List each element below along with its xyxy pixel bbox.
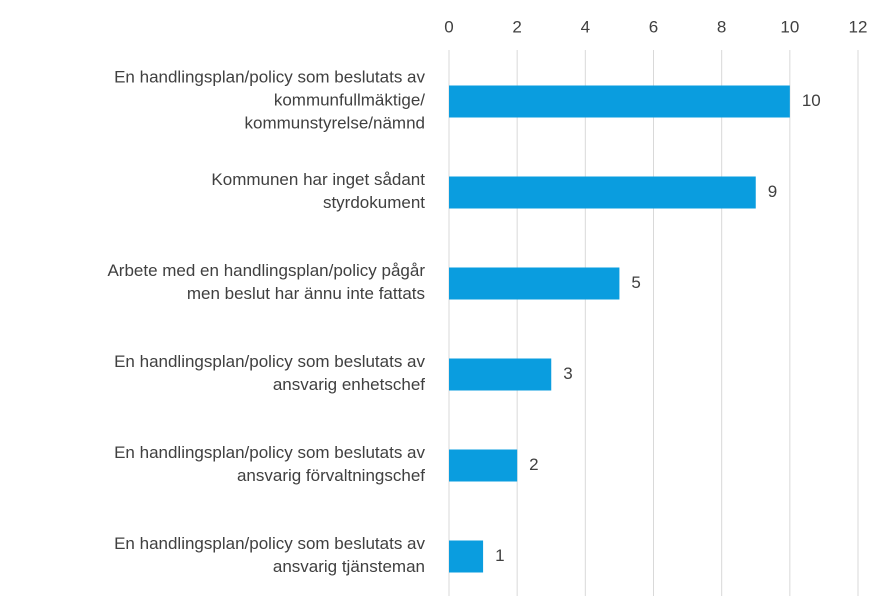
x-tick-label: 6 bbox=[649, 17, 658, 36]
bar bbox=[449, 267, 620, 300]
value-label: 9 bbox=[768, 182, 777, 201]
y-tick-label: En handlingsplan/policy som beslutats av… bbox=[114, 534, 425, 576]
x-tick-label: 4 bbox=[581, 17, 590, 36]
y-tick-label: En handlingsplan/policy som beslutats av… bbox=[114, 68, 425, 133]
x-tick-label: 0 bbox=[444, 17, 453, 36]
y-tick-label: Arbete med en handlingsplan/policy pågår… bbox=[107, 261, 425, 303]
bar bbox=[449, 176, 756, 209]
bar bbox=[449, 449, 518, 482]
bar bbox=[449, 540, 484, 573]
x-tick-label: 2 bbox=[512, 17, 521, 36]
value-label: 1 bbox=[495, 546, 504, 565]
x-tick-label: 10 bbox=[780, 17, 799, 36]
value-label: 3 bbox=[563, 364, 572, 383]
y-tick-label: Kommunen har inget sådant styrdokument bbox=[211, 170, 425, 212]
value-label: 5 bbox=[631, 273, 640, 292]
y-tick-label: En handlingsplan/policy som beslutats av… bbox=[114, 352, 425, 394]
bar bbox=[449, 358, 552, 391]
value-label: 10 bbox=[802, 91, 821, 110]
y-tick-label: En handlingsplan/policy som beslutats av… bbox=[114, 443, 425, 485]
x-tick-label: 12 bbox=[849, 17, 868, 36]
x-tick-label: 8 bbox=[717, 17, 726, 36]
bar bbox=[449, 85, 790, 118]
value-label: 2 bbox=[529, 455, 538, 474]
